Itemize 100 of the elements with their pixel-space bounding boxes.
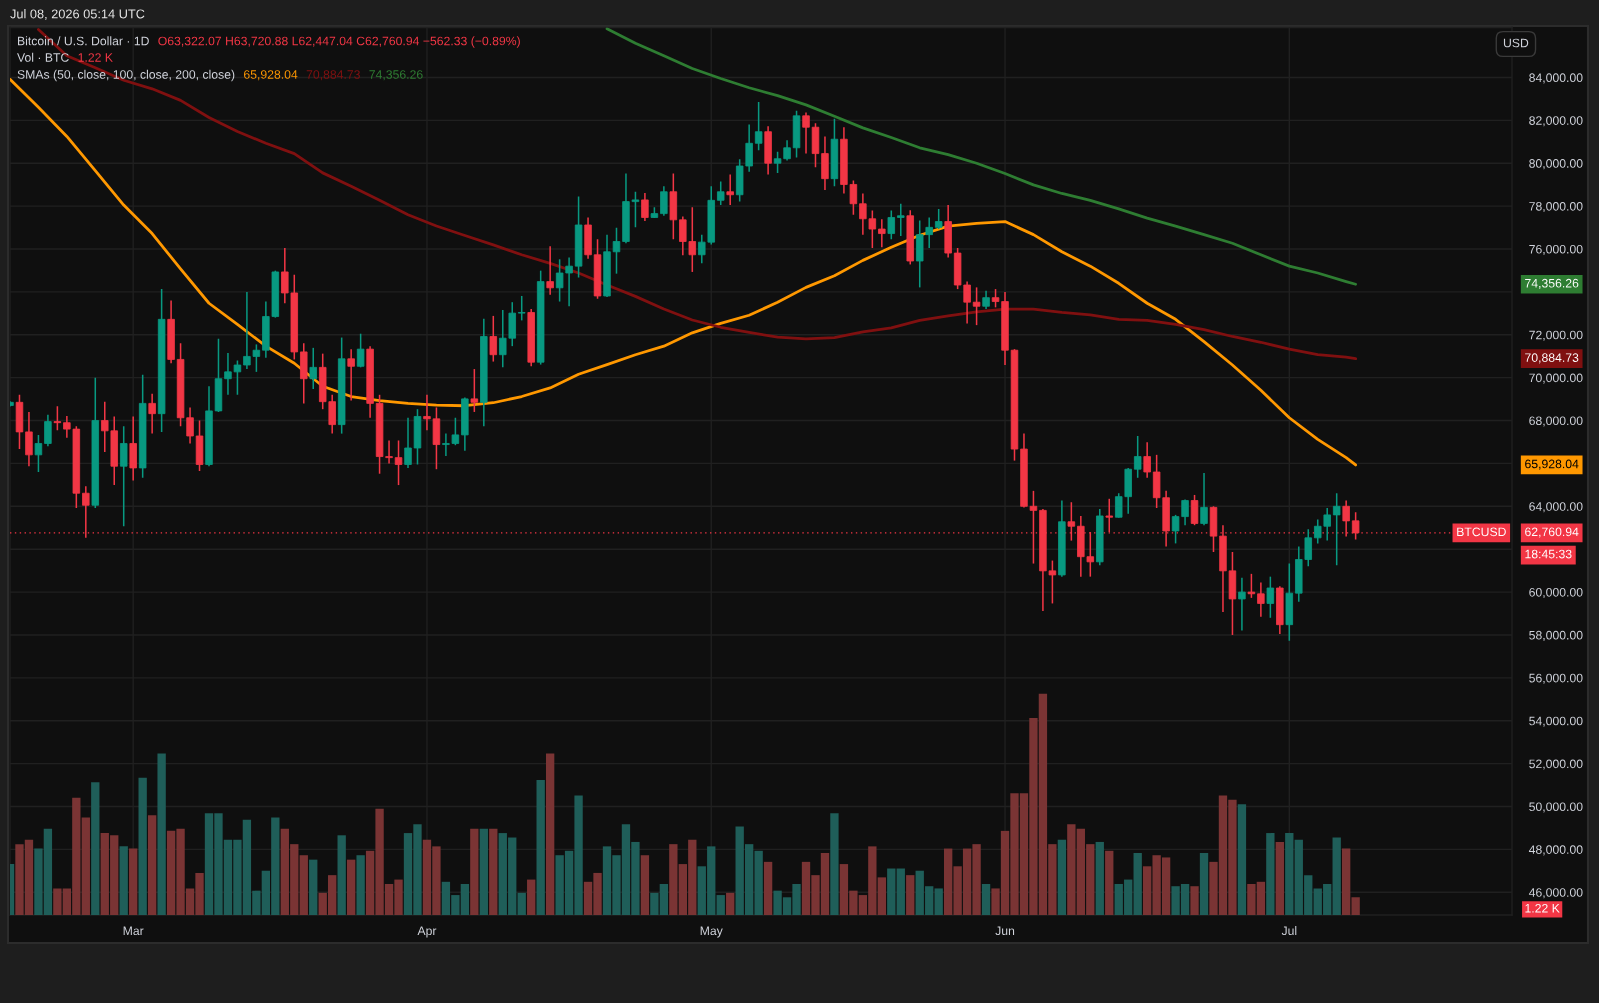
bar: [981, 884, 991, 915]
candlestick: [1200, 472, 1208, 526]
candlestick: [1238, 576, 1246, 632]
bar: [887, 868, 896, 915]
candlestick: [1266, 575, 1275, 619]
candlestick: [1143, 441, 1151, 479]
bar: [470, 828, 479, 915]
text: 18:45:33: [1525, 549, 1572, 559]
candlestick: [489, 315, 498, 363]
bar: [763, 861, 773, 915]
y-tick-label: 46,000.00: [1528, 888, 1583, 899]
candlestick: [726, 173, 734, 206]
x-tick-label: May: [700, 926, 723, 938]
bar: [1275, 841, 1284, 915]
candlestick: [394, 439, 403, 486]
bar: [1332, 837, 1341, 915]
bar: [489, 828, 498, 915]
bar: [545, 753, 555, 915]
bar: [640, 855, 650, 915]
bar: [1105, 850, 1114, 915]
annotation: 70,884.73: [306, 70, 360, 81]
candlestick: [546, 245, 554, 296]
bar: [1237, 804, 1247, 915]
candlestick: [148, 392, 156, 435]
candlestick: [612, 227, 621, 275]
annotation: O63,322.07 H63,720.88 L62,447.04 C62,760.94 −562.33 (−0.89%): [158, 36, 520, 48]
candlestick: [802, 111, 810, 155]
text: 74,356.26: [1525, 278, 1579, 289]
annotation: Vol · BTC: [17, 52, 69, 62]
candlestick: [660, 185, 668, 217]
annotation: 74,356.26: [369, 70, 423, 81]
y-tick-label: 58,000.00: [1529, 630, 1583, 641]
candlestick: [1332, 492, 1341, 567]
candlestick: [119, 425, 128, 528]
candlestick: [1257, 581, 1265, 618]
candlestick: [878, 218, 886, 249]
candlestick: [517, 295, 526, 322]
bar: [830, 813, 839, 915]
candlestick: [53, 405, 62, 431]
candlestick: [754, 101, 763, 151]
bar: [147, 815, 157, 915]
candlestick: [641, 192, 649, 222]
candlestick: [887, 209, 896, 241]
candlestick: [470, 368, 479, 413]
candlestick: [716, 180, 725, 206]
y-tick-label: 78,000.00: [1529, 202, 1583, 213]
y-tick-label: 70,000.00: [1529, 373, 1583, 384]
bar: [299, 855, 308, 915]
annotation: SMAs (50, close, 100, close, 200, close): [17, 69, 235, 82]
candlestick: [404, 416, 412, 469]
candlestick: [1190, 494, 1199, 526]
y-tick-label: 52,000.00: [1529, 759, 1583, 770]
bar: [726, 892, 735, 915]
bar: [309, 859, 318, 915]
y-tick-label: 54,000.00: [1529, 716, 1583, 727]
y-tick-label: 68,000.00: [1529, 416, 1583, 427]
bar: [129, 848, 138, 915]
y-tick-label: 64,000.00: [1529, 502, 1583, 513]
x-tick-label: Apr: [417, 926, 437, 938]
bar: [356, 855, 365, 915]
annotation: 65,928.04: [244, 70, 298, 81]
y-tick-label: 76,000.00: [1529, 244, 1583, 255]
bar: [1199, 853, 1209, 915]
bar: [716, 895, 725, 915]
bar: [138, 777, 147, 915]
y-tick-label: 48,000.00: [1528, 845, 1583, 856]
candlestick: [347, 348, 355, 402]
bar: [536, 779, 545, 915]
candlestick: [25, 411, 33, 467]
annotation: BTCUSD: [1457, 527, 1506, 537]
candlestick: [1247, 573, 1256, 599]
bar: [479, 828, 488, 915]
bar: [934, 888, 943, 915]
bar: [517, 892, 526, 915]
candlestick: [982, 290, 990, 310]
bar: [119, 846, 128, 915]
line-series: [605, 27, 1358, 286]
bar: [906, 875, 915, 915]
ref-line-label: 62,760.94: [1525, 527, 1579, 538]
candlestick: [44, 413, 52, 448]
candlestick: [309, 347, 317, 390]
bar: [91, 782, 100, 915]
candlestick: [934, 208, 943, 230]
candlestick: [897, 202, 905, 237]
text: Jul 08, 2026 05:14 UTC: [10, 9, 145, 20]
bar: [1190, 886, 1199, 915]
text: 70,884.73: [1525, 353, 1579, 364]
bar: [1057, 839, 1067, 915]
x-tick-label: Jul: [1281, 926, 1297, 936]
y-tick-label: 50,000.00: [1529, 802, 1583, 813]
bar: [1133, 853, 1142, 915]
annotation: 1.22 K: [78, 53, 113, 62]
annotation: USD: [1503, 38, 1529, 48]
x-tick-label: Mar: [123, 926, 144, 936]
candlestick: [356, 332, 365, 369]
x-tick-label: Jun: [995, 926, 1015, 936]
y-tick-label: 82,000.00: [1529, 116, 1583, 127]
bar: [1285, 833, 1294, 915]
y-tick-label: 80,000.00: [1529, 159, 1583, 170]
bar: [337, 835, 346, 915]
